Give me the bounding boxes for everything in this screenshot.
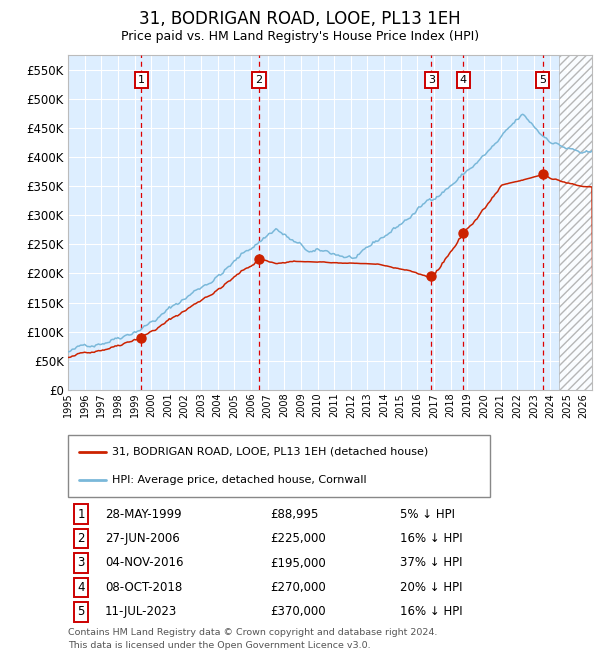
Text: £370,000: £370,000 bbox=[270, 605, 326, 618]
Text: 3: 3 bbox=[428, 75, 435, 85]
Text: 20% ↓ HPI: 20% ↓ HPI bbox=[400, 581, 463, 594]
Text: £195,000: £195,000 bbox=[270, 556, 326, 569]
Text: 2: 2 bbox=[256, 75, 263, 85]
Text: 16% ↓ HPI: 16% ↓ HPI bbox=[400, 605, 463, 618]
Text: £225,000: £225,000 bbox=[270, 532, 326, 545]
Text: 04-NOV-2016: 04-NOV-2016 bbox=[105, 556, 184, 569]
Text: 1: 1 bbox=[138, 75, 145, 85]
Text: 5: 5 bbox=[77, 605, 85, 618]
Text: 27-JUN-2006: 27-JUN-2006 bbox=[105, 532, 180, 545]
Text: 31, BODRIGAN ROAD, LOOE, PL13 1EH (detached house): 31, BODRIGAN ROAD, LOOE, PL13 1EH (detac… bbox=[112, 447, 428, 457]
Text: 3: 3 bbox=[77, 556, 85, 569]
Text: This data is licensed under the Open Government Licence v3.0.: This data is licensed under the Open Gov… bbox=[68, 641, 371, 650]
Text: 31, BODRIGAN ROAD, LOOE, PL13 1EH: 31, BODRIGAN ROAD, LOOE, PL13 1EH bbox=[139, 10, 461, 28]
Text: Contains HM Land Registry data © Crown copyright and database right 2024.: Contains HM Land Registry data © Crown c… bbox=[68, 628, 437, 637]
Text: 11-JUL-2023: 11-JUL-2023 bbox=[105, 605, 177, 618]
Text: 37% ↓ HPI: 37% ↓ HPI bbox=[400, 556, 463, 569]
Text: 4: 4 bbox=[460, 75, 467, 85]
Text: £88,995: £88,995 bbox=[270, 508, 319, 521]
FancyBboxPatch shape bbox=[68, 435, 490, 497]
Text: 1: 1 bbox=[77, 508, 85, 521]
Text: 28-MAY-1999: 28-MAY-1999 bbox=[105, 508, 182, 521]
Bar bbox=[559, 55, 592, 390]
Text: 08-OCT-2018: 08-OCT-2018 bbox=[105, 581, 182, 594]
Text: 5: 5 bbox=[539, 75, 546, 85]
Text: HPI: Average price, detached house, Cornwall: HPI: Average price, detached house, Corn… bbox=[112, 475, 367, 486]
Text: 16% ↓ HPI: 16% ↓ HPI bbox=[400, 532, 463, 545]
Text: 4: 4 bbox=[77, 581, 85, 594]
Text: 5% ↓ HPI: 5% ↓ HPI bbox=[400, 508, 455, 521]
Text: 2: 2 bbox=[77, 532, 85, 545]
Text: £270,000: £270,000 bbox=[270, 581, 326, 594]
Text: Price paid vs. HM Land Registry's House Price Index (HPI): Price paid vs. HM Land Registry's House … bbox=[121, 30, 479, 43]
